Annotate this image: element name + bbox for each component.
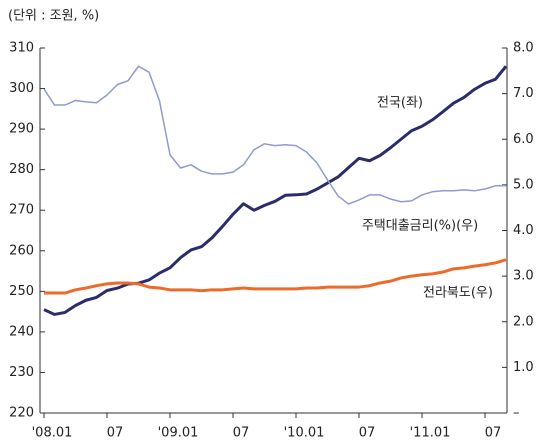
y2-tick-label: 5.0 [513, 177, 534, 192]
x-tick-label: '09.01 [158, 426, 199, 441]
chart-subtitle: (단위 : 조원, %) [8, 9, 99, 24]
y-tick-label: 280 [9, 162, 34, 177]
y-tick-label: 290 [9, 122, 34, 137]
y-tick-label: 300 [9, 81, 34, 96]
y-tick-label: 230 [9, 365, 34, 380]
series-label: 전라북도(우) [423, 286, 493, 301]
x-tick-label: 07 [107, 426, 124, 441]
x-tick-label: 07 [233, 426, 250, 441]
x-tick-label: '11.01 [410, 426, 451, 441]
y2-tick-label: 6.0 [513, 132, 534, 147]
y-tick-label: 240 [9, 324, 34, 339]
x-tick-label: '10.01 [284, 426, 325, 441]
series-line [43, 65, 508, 316]
series-label: 주택대출금리(%)(우) [362, 219, 478, 234]
y2-tick-label: 3.0 [513, 269, 534, 284]
series-line [44, 258, 507, 295]
y2-tick-label: 7.0 [513, 86, 534, 101]
y-tick-label: 260 [9, 243, 34, 258]
y2-tick-label: – [513, 406, 520, 421]
x-tick-label: '08.01 [32, 426, 73, 441]
y2-tick-label: 8.0 [513, 41, 534, 56]
series-line [43, 65, 506, 205]
y-tick-label: 270 [9, 203, 34, 218]
x-tick-label: 07 [485, 426, 502, 441]
y2-tick-label: 4.0 [513, 223, 534, 238]
x-tick-label: 07 [359, 426, 376, 441]
y2-tick-label: 2.0 [513, 314, 534, 329]
y2-tick-label: 1.0 [513, 360, 534, 375]
y-tick-label: 220 [9, 406, 34, 421]
y-tick-label: 250 [9, 284, 34, 299]
y-tick-label: 310 [9, 41, 34, 56]
series-label: 전국(좌) [377, 96, 423, 111]
